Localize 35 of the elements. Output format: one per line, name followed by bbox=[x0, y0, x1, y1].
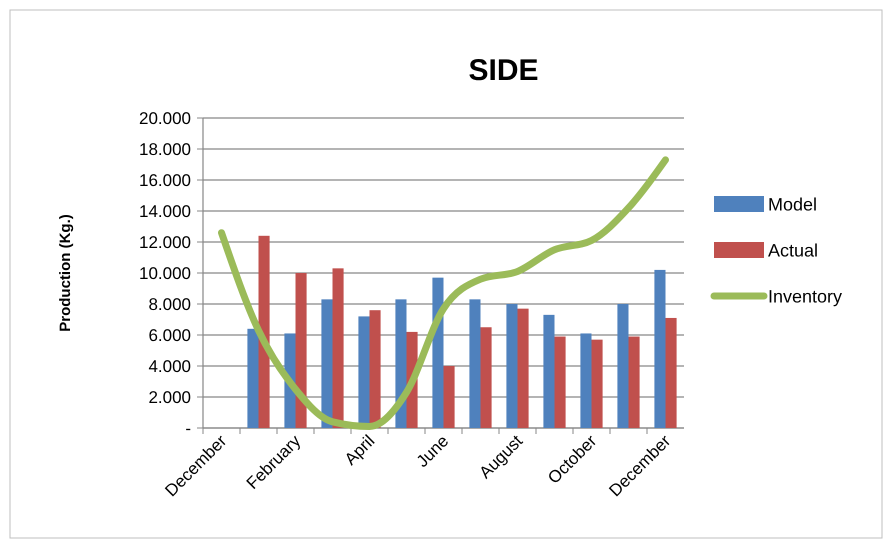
y-tick-label: 14.000 bbox=[139, 202, 191, 221]
y-tick-label: 8.000 bbox=[148, 294, 191, 314]
bar bbox=[554, 336, 566, 428]
legend-label: Inventory bbox=[768, 286, 842, 306]
y-tick-label: 20.000 bbox=[139, 108, 191, 128]
bar bbox=[296, 273, 307, 428]
bar bbox=[592, 340, 603, 428]
bar bbox=[518, 308, 529, 428]
chart-title: SIDE bbox=[468, 54, 539, 87]
y-tick-label: 6.000 bbox=[148, 326, 191, 345]
y-tick-label: 4.000 bbox=[148, 356, 191, 376]
bar bbox=[258, 236, 270, 428]
y-tick-label: 18.000 bbox=[139, 140, 191, 159]
bar bbox=[332, 268, 344, 428]
y-tick-label: 10.000 bbox=[139, 264, 191, 283]
bar bbox=[247, 328, 258, 428]
bar bbox=[543, 314, 554, 428]
bar bbox=[469, 299, 480, 428]
y-tick-label: 12.000 bbox=[139, 232, 191, 252]
bar bbox=[370, 310, 381, 428]
bar bbox=[580, 333, 592, 428]
legend-label: Model bbox=[768, 194, 818, 214]
legend-label: Actual bbox=[768, 240, 818, 260]
y-tick-label: 16.000 bbox=[139, 170, 191, 190]
y-axis-title: Production (Kg.) bbox=[57, 214, 74, 332]
y-tick-label: - bbox=[185, 418, 191, 438]
bar bbox=[321, 299, 332, 428]
bar bbox=[480, 327, 492, 428]
bar bbox=[617, 304, 628, 428]
bar bbox=[654, 270, 666, 428]
bar bbox=[506, 304, 518, 428]
bar bbox=[628, 336, 640, 428]
bar bbox=[444, 366, 455, 428]
y-tick-label: 2.000 bbox=[148, 388, 191, 407]
bar bbox=[666, 318, 677, 428]
